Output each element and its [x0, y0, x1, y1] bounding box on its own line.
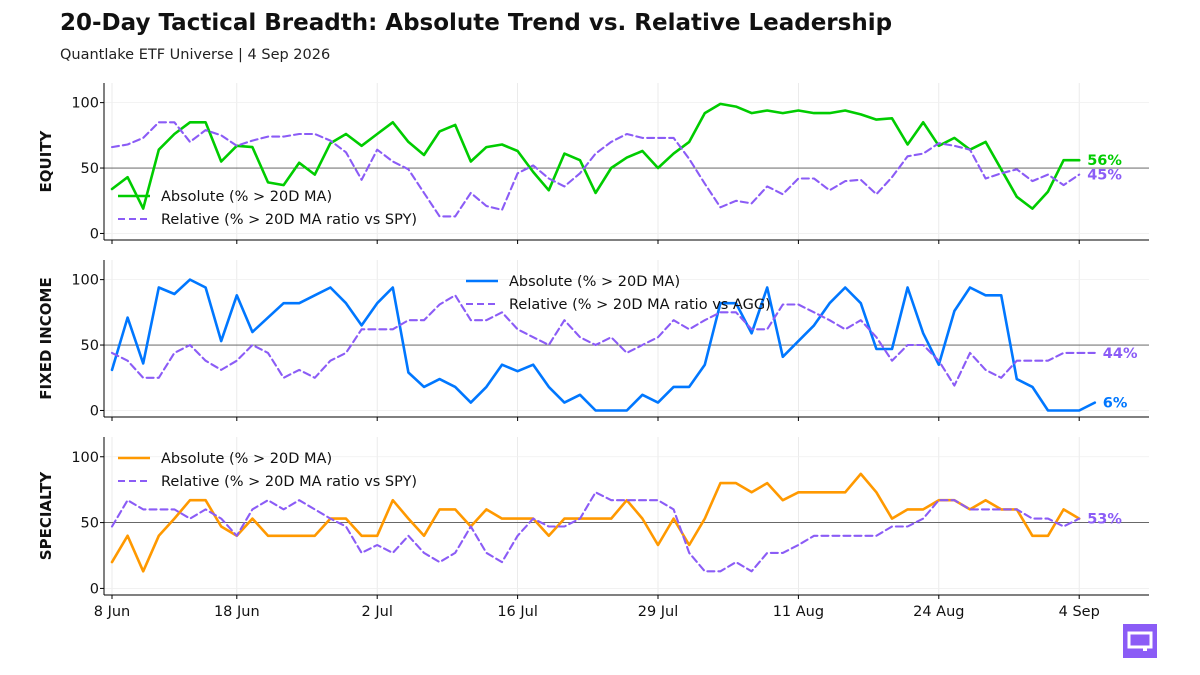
end-value-label: 45% [1087, 168, 1122, 184]
quantlake-logo-icon [1123, 624, 1157, 658]
y-tick-label: 50 [81, 338, 99, 354]
end-value-label: 6% [1103, 396, 1128, 412]
y-axis-label: EQUITY [37, 129, 55, 192]
relative-series-line [110, 121, 1081, 218]
legend-entry: Absolute (% > 20D MA) [509, 274, 680, 290]
y-tick-label: 50 [81, 516, 99, 532]
x-tick-label: 2 Jul [362, 604, 393, 620]
legend-entry: Relative (% > 20D MA ratio vs AGG) [509, 297, 771, 313]
absolute-series-line [110, 102, 1081, 210]
y-tick-label: 50 [81, 161, 99, 177]
panel-equity: 0 50 100 EQUITY 56%45% Absolute (% > 20D MA) R… [37, 83, 1149, 244]
y-tick-label: 100 [71, 450, 99, 466]
y-tick-label: 100 [71, 273, 99, 289]
chart-subtitle: Quantlake ETF Universe | 4 Sep 2026 [60, 47, 331, 63]
legend-entry: Relative (% > 20D MA ratio vs SPY) [161, 474, 417, 490]
y-axis-label: FIXED INCOME [37, 277, 55, 399]
legend-entry: Absolute (% > 20D MA) [161, 189, 332, 205]
y-axis-label: SPECIALTY [37, 471, 55, 561]
x-tick-label: 24 Aug [913, 604, 964, 620]
chart-title: 20-Day Tactical Breadth: Absolute Trend … [60, 10, 893, 36]
y-tick-label: 0 [90, 226, 99, 242]
relative-series-line [110, 294, 1096, 387]
x-tick-label: 11 Aug [773, 604, 824, 620]
legend-entry: Relative (% > 20D MA ratio vs SPY) [161, 212, 417, 228]
x-tick-label: 18 Jun [214, 604, 260, 620]
end-value-label: 53% [1087, 512, 1122, 528]
x-tick-label: 4 Sep [1059, 604, 1100, 620]
x-tick-label: 8 Jun [94, 604, 131, 620]
end-value-label: 56% [1087, 153, 1122, 169]
x-tick-label: 16 Jul [497, 604, 538, 620]
panel-fixed-income: 0 50 100 FIXED INCOME 6% 44% Absolute (% > 20D… [37, 260, 1149, 421]
absolute-series-line [110, 472, 1081, 573]
absolute-series-line [110, 278, 1097, 412]
end-value-label: 44% [1103, 346, 1138, 362]
panel-specialty: 0 50 100 SPECIALTY 53% Absolute (% > 20D MA) R… [37, 437, 1149, 599]
x-tick-label: 29 Jul [638, 604, 679, 620]
y-tick-label: 0 [90, 581, 99, 597]
y-tick-label: 100 [71, 96, 99, 112]
relative-series-line [110, 491, 1081, 573]
y-tick-label: 0 [90, 403, 99, 419]
legend-entry: Absolute (% > 20D MA) [161, 451, 332, 467]
